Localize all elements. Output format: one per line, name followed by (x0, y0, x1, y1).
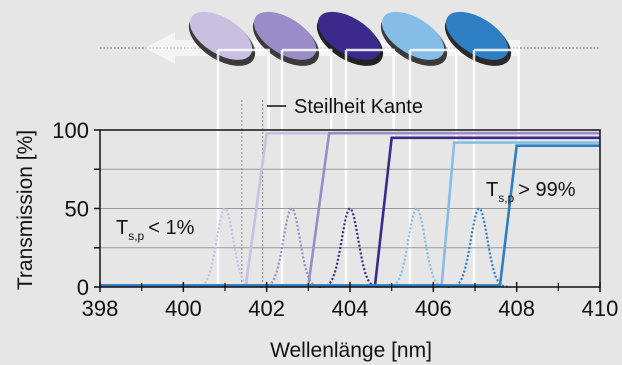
left-annotation-sub: s,p (128, 229, 144, 243)
right-annotation: Ts,p > 99% (486, 179, 576, 205)
transmission-curve (100, 141, 600, 287)
filter-drop-line (344, 48, 395, 287)
x-tick-label: 402 (248, 296, 285, 321)
peak-curve (318, 207, 382, 288)
transmission-curve (100, 136, 600, 287)
plot-series (100, 131, 600, 288)
right-annotation-rest: > 99% (518, 179, 575, 201)
transmission-curve (100, 144, 600, 287)
y-axis-label: Transmission [%] (14, 130, 37, 290)
filter-disc-face (445, 11, 509, 60)
filter-decoration (100, 11, 600, 287)
filter-disc (316, 11, 384, 66)
grid-lines (100, 100, 600, 287)
y-tick-label: 0 (77, 275, 89, 300)
left-annotation-rest: < 1% (148, 217, 194, 239)
x-tick-label: 410 (582, 296, 619, 321)
y-tick-label: 100 (52, 118, 89, 143)
x-tick-label: 408 (498, 296, 535, 321)
edge-annotation: Steilheit Kante (294, 96, 423, 118)
filter-disc-face (189, 11, 253, 60)
x-tick-label: 404 (332, 296, 369, 321)
tick-labels: 398 400 402 404 406 408 410 0 50 100 (52, 118, 618, 321)
filter-drop-line (408, 48, 458, 287)
right-annotation-sub: s,p (498, 191, 514, 205)
left-annotation: Ts,p < 1% (116, 217, 195, 243)
axes (94, 129, 601, 292)
filter-disc (188, 11, 256, 66)
right-annotation-main: T (486, 179, 498, 201)
left-annotation-main: T (116, 217, 128, 239)
y-tick-label: 50 (65, 197, 89, 222)
peak-curve (385, 207, 448, 288)
filter-disc-face (317, 11, 381, 60)
filter-disc (380, 11, 448, 66)
x-tick-label: 400 (165, 296, 202, 321)
x-tick-label: 406 (415, 296, 452, 321)
peak-curve (260, 207, 323, 288)
filter-disc-face (253, 11, 317, 60)
filter-disc (252, 11, 320, 66)
x-tick-label: 398 (82, 296, 119, 321)
filter-drop-line (472, 48, 520, 287)
x-axis-label: Wellenlänge [nm] (270, 339, 432, 362)
filter-disc-face (381, 11, 445, 60)
filter-disc (444, 11, 512, 66)
